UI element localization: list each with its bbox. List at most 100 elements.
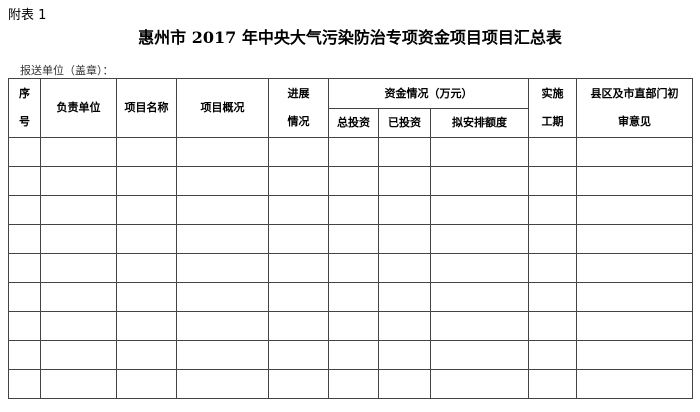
table-cell[interactable] xyxy=(8,311,41,341)
table-cell[interactable] xyxy=(116,369,177,399)
table-cell[interactable] xyxy=(429,369,530,399)
table-cell[interactable] xyxy=(268,253,329,283)
table-cell[interactable] xyxy=(268,369,329,399)
table-cell[interactable] xyxy=(176,253,269,283)
annex-label: 附表 1 xyxy=(8,8,47,23)
table-cell[interactable] xyxy=(528,224,578,254)
table-cell[interactable] xyxy=(176,282,269,312)
table-cell[interactable] xyxy=(328,166,379,196)
table-cell[interactable] xyxy=(268,282,329,312)
table-cell[interactable] xyxy=(528,311,578,341)
table-cell[interactable] xyxy=(176,340,269,370)
header-total: 总投资 xyxy=(328,108,379,138)
table-cell[interactable] xyxy=(176,369,269,399)
table-cell[interactable] xyxy=(328,340,379,370)
table-cell[interactable] xyxy=(328,311,379,341)
table-cell[interactable] xyxy=(429,195,530,225)
table-cell[interactable] xyxy=(176,195,269,225)
table-cell[interactable] xyxy=(328,224,379,254)
table-cell[interactable] xyxy=(528,166,578,196)
table-cell[interactable] xyxy=(116,224,177,254)
table-cell[interactable] xyxy=(328,195,379,225)
table-cell[interactable] xyxy=(8,195,41,225)
table-cell[interactable] xyxy=(8,137,41,167)
table-cell[interactable] xyxy=(378,224,431,254)
table-cell[interactable] xyxy=(116,340,177,370)
table-cell[interactable] xyxy=(176,137,269,167)
header-opinion: 县区及市直部门初 审意见 xyxy=(576,78,694,138)
table-cell[interactable] xyxy=(528,369,578,399)
table-cell[interactable] xyxy=(328,253,379,283)
table-cell[interactable] xyxy=(176,311,269,341)
table-cell[interactable] xyxy=(116,166,177,196)
table-cell[interactable] xyxy=(576,311,694,341)
table-cell[interactable] xyxy=(429,311,530,341)
table-cell[interactable] xyxy=(576,282,694,312)
table-cell[interactable] xyxy=(268,166,329,196)
table-cell[interactable] xyxy=(429,282,530,312)
table-cell[interactable] xyxy=(528,340,578,370)
table-cell[interactable] xyxy=(268,340,329,370)
table-cell[interactable] xyxy=(268,224,329,254)
table-row xyxy=(8,166,694,196)
table-cell[interactable] xyxy=(378,282,431,312)
table-cell[interactable] xyxy=(429,224,530,254)
table-cell[interactable] xyxy=(116,311,177,341)
table-cell[interactable] xyxy=(40,253,117,283)
page-title: 惠州市 2017 年中央大气污染防治专项资金项目项目汇总表 xyxy=(138,28,562,47)
table-cell[interactable] xyxy=(328,369,379,399)
table-cell[interactable] xyxy=(8,253,41,283)
table-row xyxy=(8,224,694,254)
table-cell[interactable] xyxy=(576,340,694,370)
table-cell[interactable] xyxy=(268,137,329,167)
table-cell[interactable] xyxy=(429,253,530,283)
table-cell[interactable] xyxy=(378,137,431,167)
table-cell[interactable] xyxy=(116,195,177,225)
table-cell[interactable] xyxy=(378,166,431,196)
table-cell[interactable] xyxy=(40,340,117,370)
table-cell[interactable] xyxy=(40,137,117,167)
table-cell[interactable] xyxy=(378,340,431,370)
table-cell[interactable] xyxy=(378,195,431,225)
table-cell[interactable] xyxy=(116,253,177,283)
table-cell[interactable] xyxy=(40,166,117,196)
header-period: 实施 工期 xyxy=(528,78,578,138)
table-cell[interactable] xyxy=(268,195,329,225)
table-cell[interactable] xyxy=(378,311,431,341)
table-cell[interactable] xyxy=(378,369,431,399)
table-cell[interactable] xyxy=(528,282,578,312)
table-cell[interactable] xyxy=(176,166,269,196)
table-row xyxy=(8,137,694,167)
table-cell[interactable] xyxy=(378,253,431,283)
table-cell[interactable] xyxy=(328,282,379,312)
table-cell[interactable] xyxy=(8,282,41,312)
table-cell[interactable] xyxy=(8,224,41,254)
table-cell[interactable] xyxy=(116,137,177,167)
table-cell[interactable] xyxy=(576,224,694,254)
table-cell[interactable] xyxy=(8,340,41,370)
table-cell[interactable] xyxy=(328,137,379,167)
table-cell[interactable] xyxy=(528,195,578,225)
table-row xyxy=(8,282,694,312)
table-cell[interactable] xyxy=(429,137,530,167)
table-cell[interactable] xyxy=(576,195,694,225)
table-cell[interactable] xyxy=(40,282,117,312)
table-cell[interactable] xyxy=(40,224,117,254)
table-cell[interactable] xyxy=(528,253,578,283)
table-cell[interactable] xyxy=(528,137,578,167)
table-cell[interactable] xyxy=(576,369,694,399)
table-cell[interactable] xyxy=(8,369,41,399)
table-cell[interactable] xyxy=(429,166,530,196)
table-cell[interactable] xyxy=(40,311,117,341)
table-cell[interactable] xyxy=(268,311,329,341)
table-cell[interactable] xyxy=(576,253,694,283)
table-row xyxy=(8,369,694,399)
table-cell[interactable] xyxy=(8,166,41,196)
table-cell[interactable] xyxy=(429,340,530,370)
table-cell[interactable] xyxy=(40,195,117,225)
table-cell[interactable] xyxy=(116,282,177,312)
table-cell[interactable] xyxy=(40,369,117,399)
table-cell[interactable] xyxy=(576,137,694,167)
table-cell[interactable] xyxy=(576,166,694,196)
table-cell[interactable] xyxy=(176,224,269,254)
